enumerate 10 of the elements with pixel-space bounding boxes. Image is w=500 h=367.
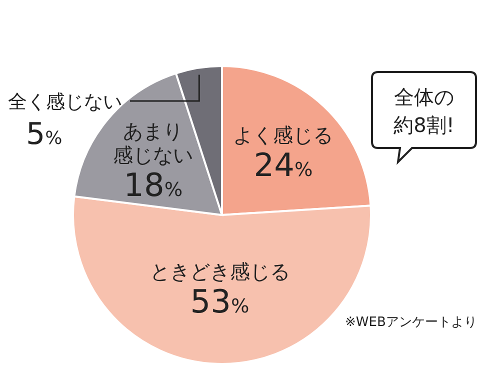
slice-label: ときどき感じる — [150, 259, 290, 284]
slice-label: 全く感じない — [8, 91, 122, 113]
data-label: 24% — [254, 146, 313, 184]
slice-label: よく感じる — [233, 122, 334, 147]
data-label: 18% — [124, 166, 183, 204]
text: ※WEBアンケートより — [345, 315, 477, 330]
data-label: 53% — [190, 282, 250, 320]
text: 全体の約8割! — [394, 85, 454, 137]
slice-label: あまり感じない — [113, 119, 194, 168]
data-label: 5% — [26, 117, 62, 152]
